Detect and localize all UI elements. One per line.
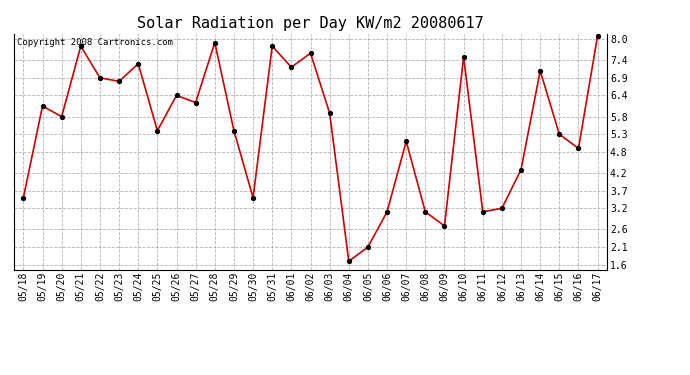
Title: Solar Radiation per Day KW/m2 20080617: Solar Radiation per Day KW/m2 20080617 (137, 16, 484, 31)
Text: Copyright 2008 Cartronics.com: Copyright 2008 Cartronics.com (17, 39, 172, 48)
